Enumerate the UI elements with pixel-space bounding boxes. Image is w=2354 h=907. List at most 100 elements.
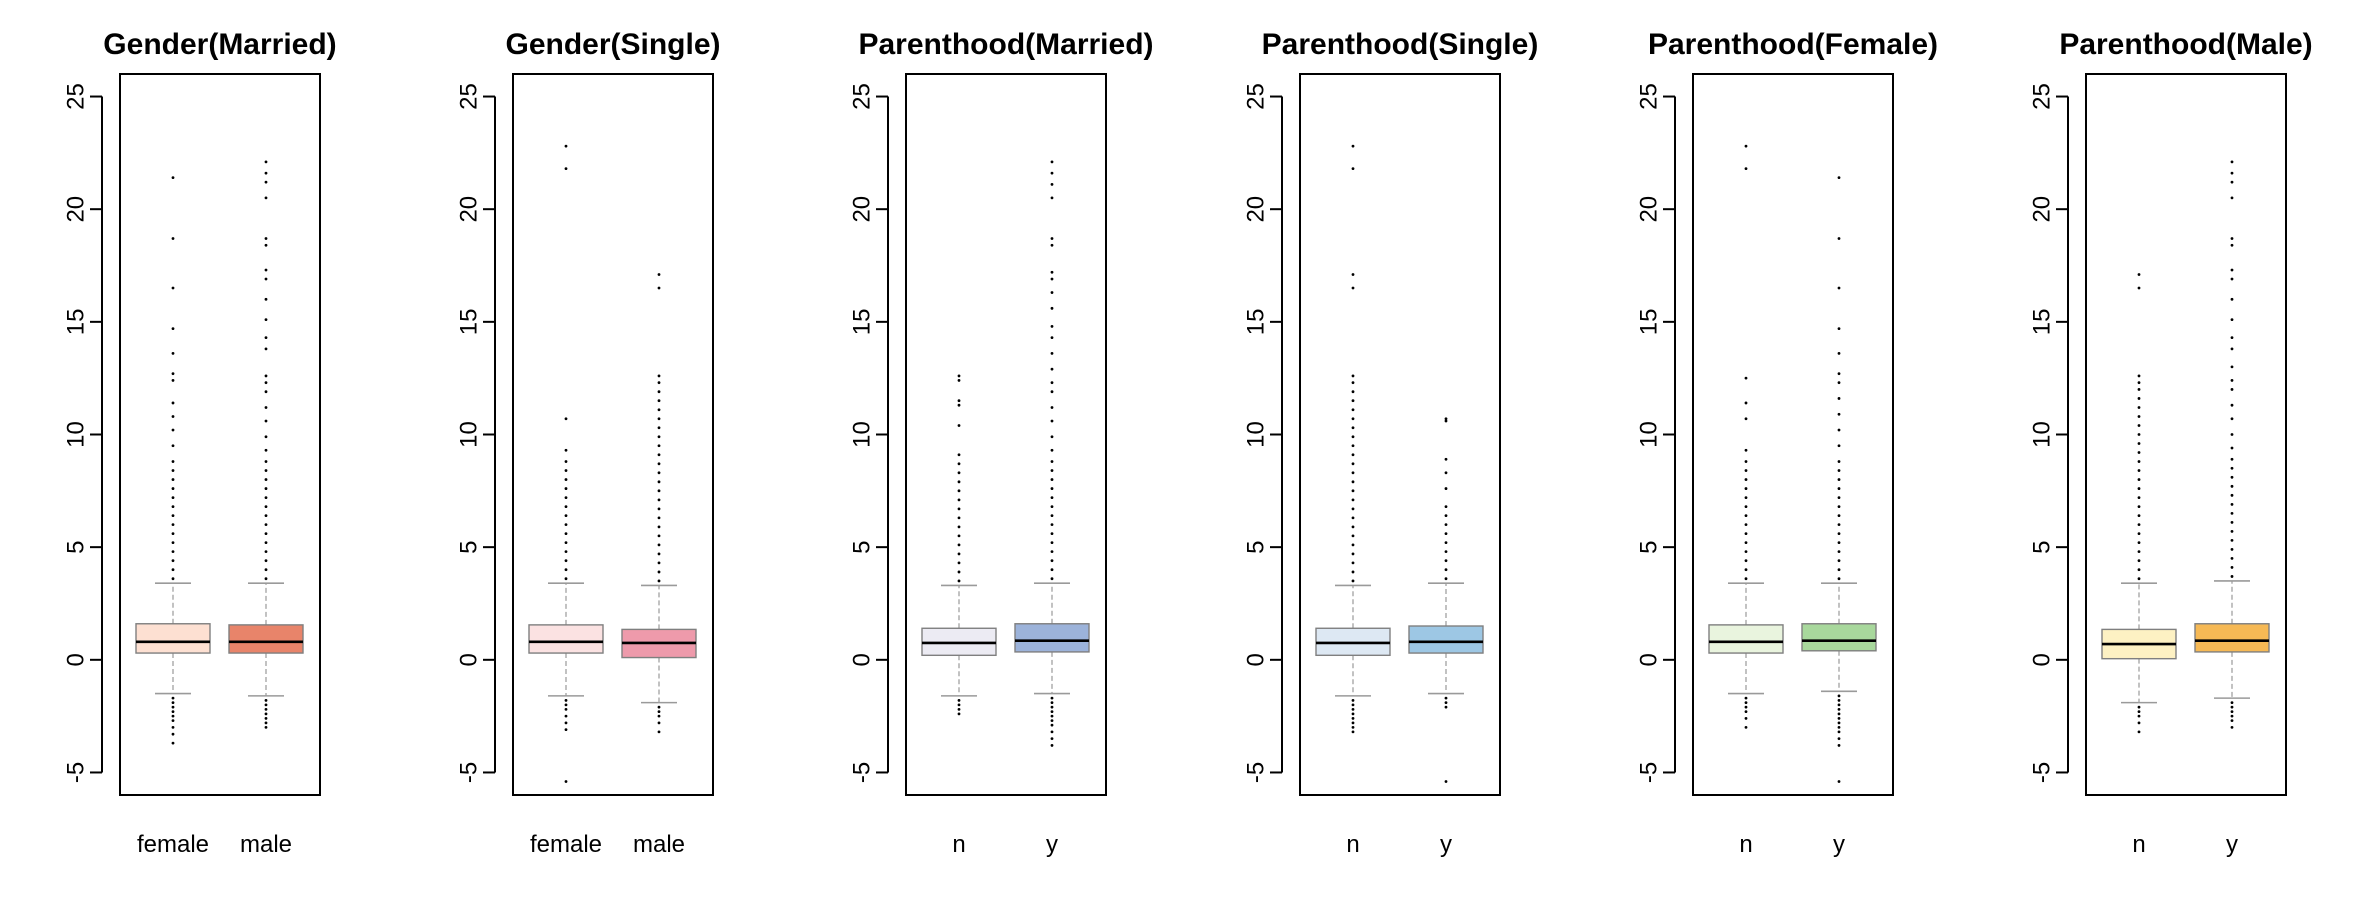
- outlier-point: [1050, 460, 1054, 463]
- outlier-point: [1744, 523, 1748, 527]
- outlier-point: [264, 297, 268, 301]
- outlier-point: [2230, 196, 2234, 200]
- outlier-point: [264, 478, 268, 481]
- outlier-point: [1837, 496, 1841, 499]
- y-tick-label: 5: [1243, 540, 1270, 553]
- outlier-point: [2230, 388, 2234, 391]
- x-category-label: n: [952, 831, 965, 858]
- outlier-point: [657, 471, 661, 475]
- box-body: [228, 624, 304, 654]
- outlier-point: [2230, 511, 2234, 515]
- box-body: [135, 623, 211, 654]
- outlier-point: [957, 489, 961, 493]
- outlier-point: [264, 577, 268, 581]
- outlier-point: [564, 550, 568, 554]
- panel-4: Parenthood(Single) -5 0 5 10 15 20 25 n y: [1243, 28, 1539, 858]
- outlier-point: [2137, 374, 2141, 378]
- outlier-point: [1444, 457, 1448, 461]
- outlier-point: [171, 415, 175, 418]
- outlier-point: [564, 728, 568, 732]
- outlier-point: [1444, 514, 1448, 518]
- outlier-point: [264, 726, 268, 729]
- x-category-label: female: [137, 831, 209, 858]
- y-tick-label: 10: [849, 421, 876, 448]
- y-tick-label: 10: [63, 421, 90, 448]
- outlier-point: [264, 268, 268, 272]
- outlier-point: [957, 703, 961, 707]
- outlier-point: [957, 516, 961, 520]
- outlier-point: [1837, 721, 1841, 725]
- outlier-point: [1050, 237, 1054, 240]
- outlier-point: [1744, 448, 1748, 452]
- outlier-point: [1744, 568, 1748, 572]
- outlier-point: [657, 552, 661, 556]
- y-tick-label: 0: [1636, 653, 1663, 666]
- outlier-point: [657, 444, 661, 448]
- outlier-point: [171, 372, 175, 376]
- outlier-point: [1351, 712, 1355, 716]
- outlier-point: [1050, 171, 1054, 175]
- outlier-point: [171, 286, 175, 290]
- outlier-point: [1744, 514, 1748, 518]
- outlier-point: [1050, 183, 1054, 186]
- outlier-point: [171, 577, 175, 581]
- outlier-point: [1351, 543, 1355, 547]
- outlier-point: [2230, 379, 2234, 382]
- box-y: y: [1408, 417, 1484, 858]
- outlier-point: [264, 712, 268, 716]
- outlier-point: [1050, 705, 1054, 709]
- outlier-point: [264, 559, 268, 563]
- y-tick-label: 15: [1243, 308, 1270, 335]
- outlier-point: [1837, 372, 1841, 376]
- outlier-point: [564, 714, 568, 718]
- outlier-point: [1351, 726, 1355, 729]
- outlier-point: [171, 714, 175, 718]
- outlier-point: [2137, 523, 2141, 527]
- outlier-point: [1837, 712, 1841, 716]
- outlier-point: [1837, 286, 1841, 290]
- outlier-point: [1351, 707, 1355, 711]
- outlier-point: [1050, 367, 1054, 371]
- outlier-point: [957, 570, 961, 574]
- outlier-point: [171, 478, 175, 481]
- outlier-point: [564, 496, 568, 499]
- outlier-point: [2137, 406, 2141, 409]
- outlier-point: [1351, 374, 1355, 378]
- outlier-point: [171, 719, 175, 723]
- outlier-point: [1351, 552, 1355, 556]
- outlier-point: [1351, 167, 1355, 171]
- outlier-point: [264, 514, 268, 518]
- outlier-point: [1837, 744, 1841, 747]
- outlier-point: [657, 417, 661, 421]
- outlier-point: [657, 390, 661, 394]
- outlier-point: [2137, 397, 2141, 400]
- y-tick-label: 20: [456, 196, 483, 223]
- outlier-point: [1050, 243, 1054, 247]
- outlier-point: [1050, 406, 1054, 409]
- outlier-point: [1351, 698, 1355, 702]
- outlier-point: [564, 417, 568, 421]
- outlier-point: [564, 707, 568, 711]
- outlier-point: [1837, 469, 1841, 472]
- outlier-point: [1050, 478, 1054, 481]
- x-category-label: y: [2226, 831, 2238, 858]
- outlier-point: [171, 559, 175, 563]
- panel-title: Gender(Married): [103, 28, 336, 61]
- outlier-point: [1351, 435, 1355, 439]
- outlier-point: [957, 561, 961, 565]
- box-female: female: [528, 144, 604, 858]
- y-tick-label: -5: [849, 762, 876, 783]
- outlier-point: [171, 732, 175, 736]
- outlier-point: [1050, 696, 1054, 700]
- outlier-point: [1444, 487, 1448, 490]
- outlier-point: [1744, 577, 1748, 581]
- outlier-point: [1444, 417, 1448, 421]
- outlier-point: [264, 568, 268, 572]
- outlier-point: [1444, 532, 1448, 536]
- outlier-point: [1837, 176, 1841, 180]
- outlier-point: [2137, 415, 2141, 418]
- y-tick-label: 5: [63, 540, 90, 553]
- outlier-point: [564, 505, 568, 508]
- outlier-point: [171, 237, 175, 240]
